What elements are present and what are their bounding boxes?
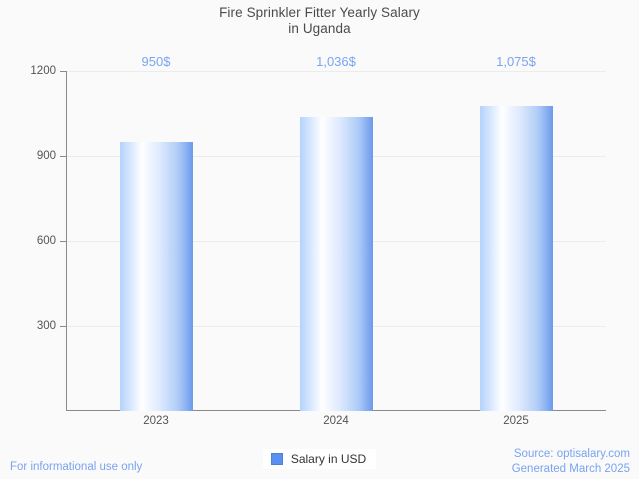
- gridline: [66, 71, 606, 72]
- y-axis-tick-label: 600: [0, 235, 639, 247]
- y-axis-tick-mark: [60, 326, 66, 327]
- y-axis-tick-mark: [60, 156, 66, 157]
- plot-area: [66, 71, 606, 411]
- bar-2024[interactable]: [299, 117, 373, 411]
- chart-title: Fire Sprinkler Fitter Yearly Salary in U…: [0, 5, 639, 37]
- y-axis-tick-label: 1200: [0, 65, 639, 77]
- bar-2023[interactable]: [119, 141, 193, 411]
- y-axis-tick-mark: [60, 241, 66, 242]
- legend-swatch-icon: [270, 453, 283, 465]
- y-axis-tick-label-text: 900: [36, 150, 56, 162]
- legend-item-salary-in-usd[interactable]: Salary in USD: [262, 449, 377, 469]
- bar-2025[interactable]: [479, 106, 553, 411]
- chart-legend: Salary in USD: [0, 449, 639, 469]
- chart-title-line-2: in Uganda: [288, 21, 351, 36]
- generated-line: Generated March 2025: [511, 463, 630, 475]
- disclaimer-text: For informational use only: [10, 461, 143, 473]
- source-credit: Source: optisalary.com Generated March 2…: [512, 447, 630, 477]
- y-axis-tick-label-text: 300: [36, 320, 56, 332]
- bar-value-label-2023: 950$: [141, 54, 171, 69]
- bar-value-label-2024: 1,036$: [316, 54, 356, 69]
- legend-item-label: Salary in USD: [290, 452, 367, 466]
- bar-value-label-2025: 1,075$: [496, 54, 536, 69]
- chart-title-line-1: Fire Sprinkler Fitter Yearly Salary: [219, 5, 420, 20]
- y-axis-tick-label-text: 600: [36, 235, 56, 247]
- y-axis-tick-mark: [60, 71, 66, 72]
- y-axis-line: [66, 71, 67, 411]
- y-axis-tick-label: 300: [0, 320, 639, 332]
- y-axis-tick-label-text: 1200: [30, 65, 56, 77]
- y-axis-tick-label: 900: [0, 150, 639, 162]
- x-axis-tick-label-2023: 2023: [143, 415, 169, 427]
- source-line: Source: optisalary.com: [513, 448, 630, 460]
- x-axis-tick-label-2025: 2025: [503, 415, 529, 427]
- x-axis-tick-label-2024: 2024: [323, 415, 349, 427]
